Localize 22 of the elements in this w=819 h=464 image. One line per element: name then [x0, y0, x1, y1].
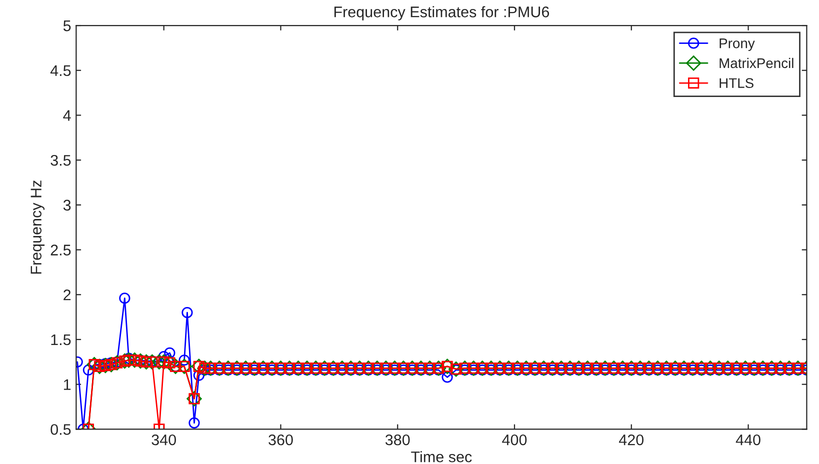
x-tick-label: 420 [618, 434, 644, 446]
x-tick-label: 400 [502, 434, 527, 446]
x-tick-label: 440 [736, 434, 760, 446]
legend-label: Prony [720, 38, 755, 51]
x-tick-label: 340 [152, 434, 176, 446]
x-tick-label: 380 [385, 434, 410, 446]
x-axis-title: Time sec [411, 451, 472, 462]
legend-label: HTLS [720, 78, 754, 88]
y-tick-label: 3 [63, 200, 71, 211]
y-tick-label: 4.5 [50, 65, 71, 76]
legend-label: MatrixPencil [720, 58, 794, 68]
chart-title: Frequency Estimates for :PMU6 [334, 6, 550, 20]
y-axis-title: Frequency Hz [30, 180, 45, 274]
y-tick-label: 1 [64, 379, 71, 390]
x-tick-label: 360 [268, 434, 293, 446]
y-tick-label: 2 [64, 290, 71, 300]
y-tick-label: 3.5 [50, 154, 71, 166]
y-tick-label: 5 [63, 20, 71, 32]
y-tick-label: 2.5 [50, 244, 71, 256]
y-tick-label: 1.5 [51, 334, 71, 346]
y-tick-label: 0.5 [50, 424, 71, 435]
y-tick-label: 4 [63, 110, 71, 121]
